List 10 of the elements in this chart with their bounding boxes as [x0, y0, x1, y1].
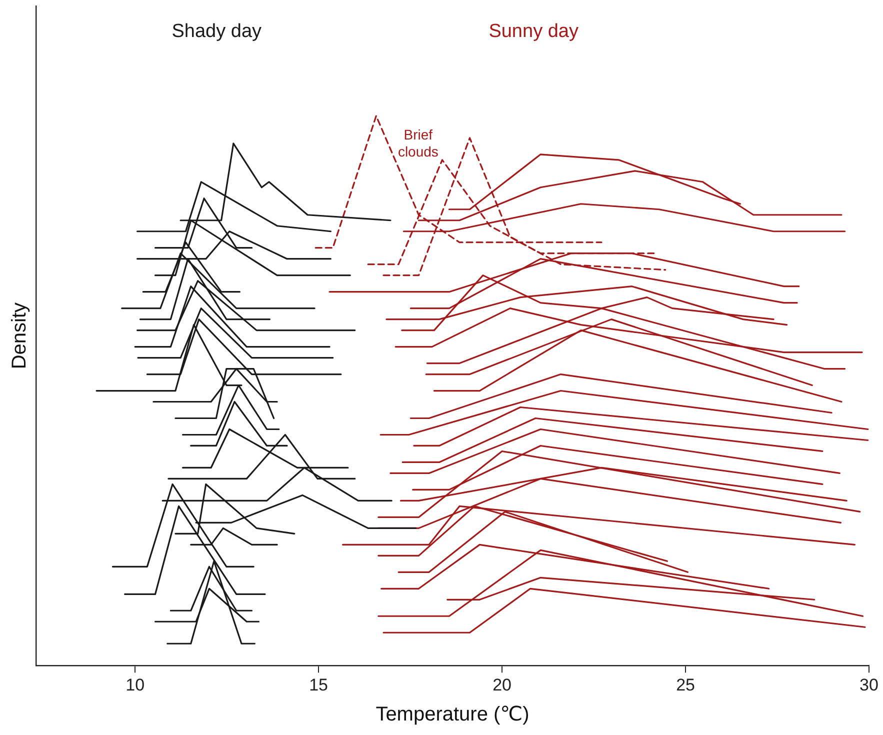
text: Sunny day	[488, 21, 579, 42]
x-axis-title: Temperature (℃)	[376, 704, 530, 726]
x-tick-label: 15	[309, 675, 328, 694]
y-axis-title: Density	[8, 302, 31, 370]
x-tick-label: 25	[676, 675, 695, 694]
text: Shady day	[172, 21, 262, 42]
x-tick-label: 10	[126, 675, 145, 694]
annotation: Brief clouds	[398, 126, 438, 160]
x-tick-label: 30	[860, 675, 878, 694]
x-tick-label: 20	[492, 675, 512, 694]
